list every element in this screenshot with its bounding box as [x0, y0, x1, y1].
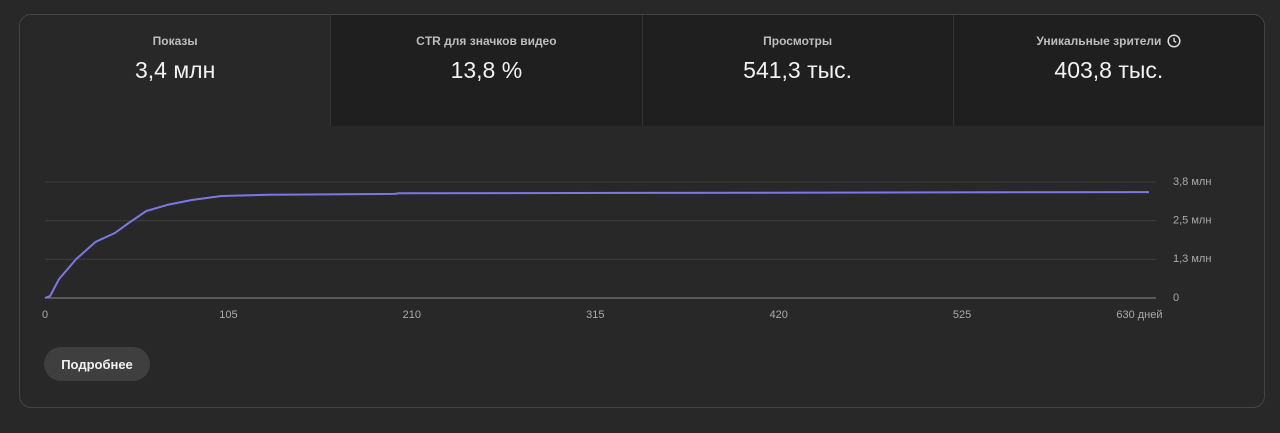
line	[44, 191, 1150, 299]
y-tick-label: 2,5 млн	[1173, 215, 1211, 227]
metric-value: 13,8 %	[450, 57, 523, 83]
metric-value: 403,8 тыс.	[1054, 57, 1164, 83]
metric-tab[interactable]: Показы 3,4 млн	[20, 15, 331, 126]
x-tick-label: 420	[769, 309, 787, 321]
clock-icon[interactable]	[1167, 34, 1181, 48]
x-tick-label: 630 дней	[1116, 309, 1162, 321]
y-tick-label: 3,8 млн	[1173, 176, 1211, 188]
chart: 0 1,3 млн 2,5 млн 3,8 млн 0 105 210 315 420 525 63…	[42, 176, 1211, 321]
details-button[interactable]: Подробнее	[44, 347, 150, 381]
metric-tab[interactable]: Просмотры 541,3 тыс.	[641, 15, 953, 126]
metric-value: 3,4 млн	[134, 57, 216, 83]
x-tick-label: 315	[586, 309, 604, 321]
metric-value: 541,3 тыс.	[743, 57, 853, 83]
x-tick-label: 210	[403, 309, 421, 321]
metric-label: CTR для значков видео	[416, 34, 557, 48]
metric-tab[interactable]: Уникальные зрители 403,8 тыс.	[952, 15, 1264, 126]
metric-label: Просмотры	[763, 34, 833, 48]
x-tick-label: 0	[42, 309, 48, 321]
metric-tab[interactable]: CTR для значков видео 13,8 %	[330, 15, 642, 126]
y-tick-label: 1,3 млн	[1173, 253, 1211, 265]
analytics-card: Показы 3,4 млн CTR для значков видео 13,…	[19, 14, 1265, 408]
metric-tabs: Показы 3,4 млн CTR для значков видео 13,…	[20, 15, 1264, 126]
y-tick-label: 0	[1173, 292, 1179, 304]
x-tick-label: 525	[953, 309, 971, 321]
metric-label: Показы	[152, 34, 198, 48]
metric-label: Уникальные зрители	[1036, 34, 1162, 48]
x-tick-label: 105	[219, 309, 237, 321]
